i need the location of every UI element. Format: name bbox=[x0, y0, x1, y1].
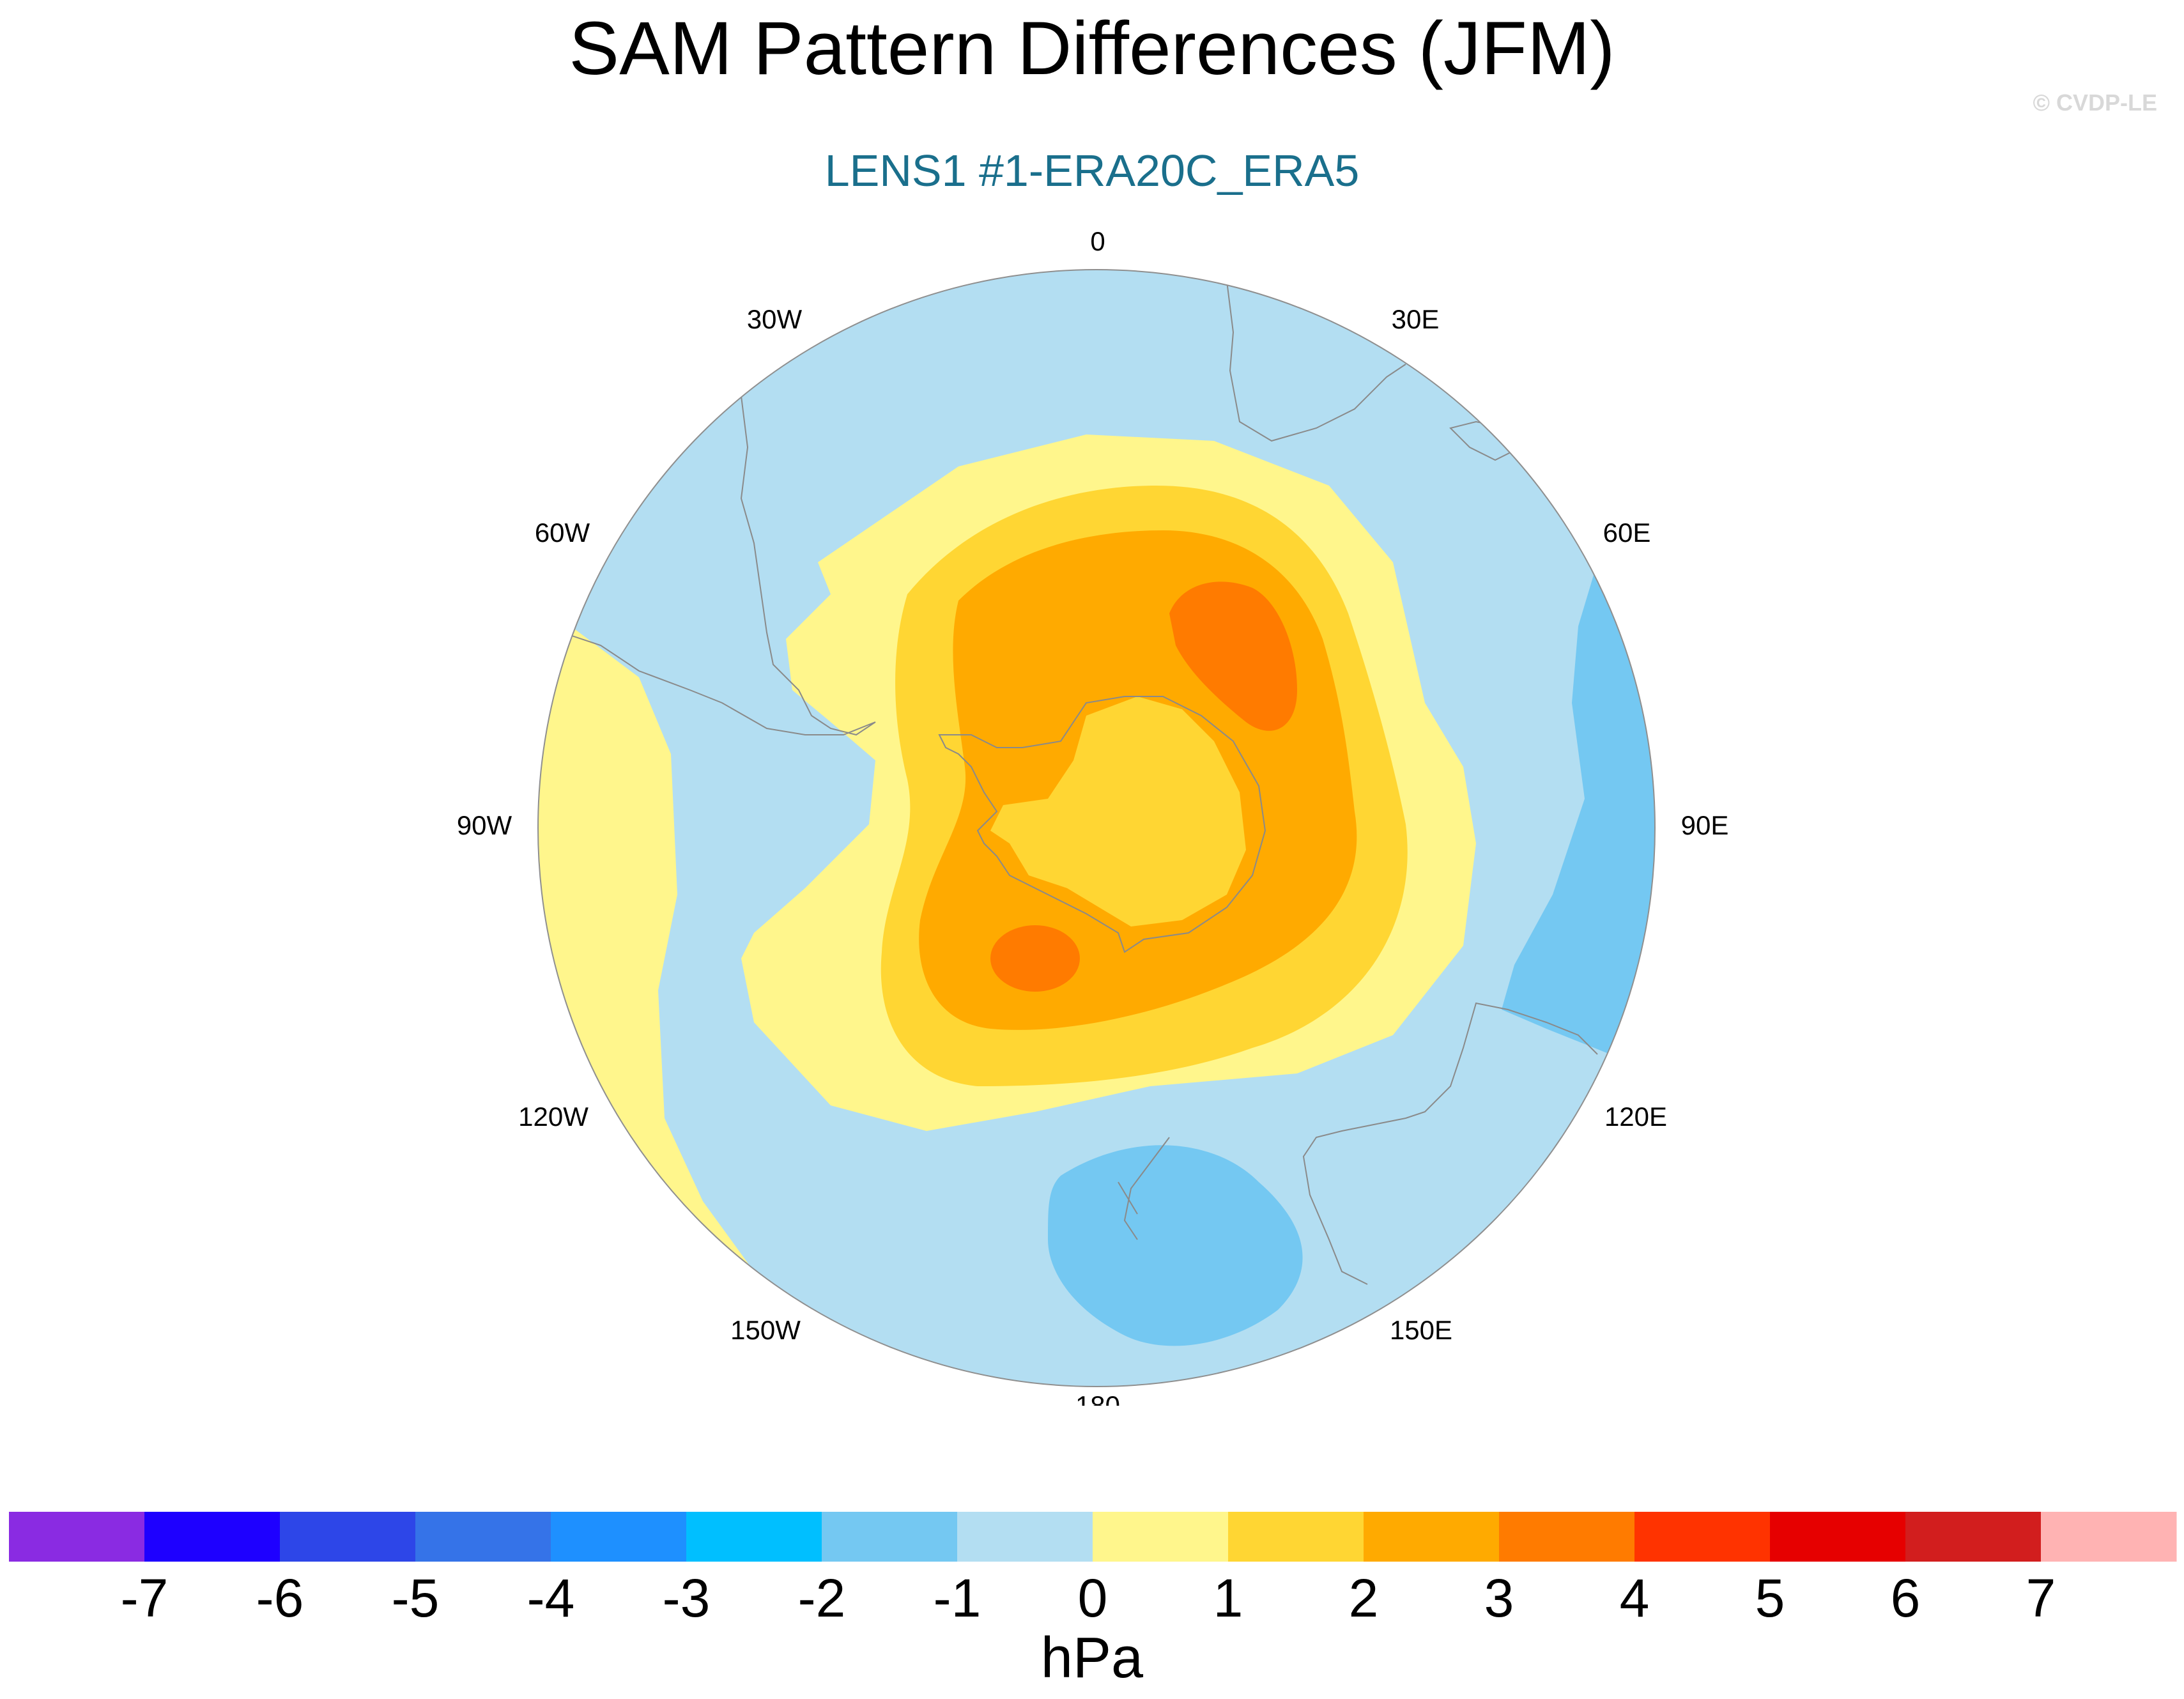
lon-label-60w: 60W bbox=[535, 518, 590, 548]
colorbar-tick-label: -4 bbox=[527, 1568, 575, 1623]
map-fields bbox=[538, 270, 1655, 1387]
lon-label-60e: 60E bbox=[1603, 518, 1651, 548]
colorbar-box bbox=[1364, 1512, 1500, 1562]
colorbar-box bbox=[415, 1512, 551, 1562]
colorbar-boxes bbox=[9, 1512, 2177, 1562]
lon-label-30e: 30E bbox=[1392, 304, 1440, 334]
field-1-2-antarctica bbox=[990, 696, 1246, 926]
coast-africa bbox=[1226, 281, 1406, 442]
colorbar-box bbox=[1634, 1512, 1771, 1562]
map-boundary bbox=[537, 269, 1656, 1387]
field-neg2-neg1-nz bbox=[1048, 1145, 1303, 1346]
colorbar-box bbox=[822, 1512, 958, 1562]
lon-label-180: 180 bbox=[1075, 1390, 1120, 1406]
field-0-1-west-band bbox=[538, 613, 754, 1284]
field-3-4-west-max bbox=[990, 925, 1080, 992]
colorbar-tick-label: 3 bbox=[1484, 1568, 1514, 1623]
lon-label-0: 0 bbox=[1090, 226, 1105, 256]
colorbar-box bbox=[2041, 1512, 2177, 1562]
coast-south-america bbox=[562, 396, 876, 736]
lon-label-120w: 120W bbox=[518, 1102, 588, 1132]
colorbar-box bbox=[1770, 1512, 1906, 1562]
colorbar-box bbox=[280, 1512, 416, 1562]
colorbar-tick-label: -1 bbox=[934, 1568, 981, 1623]
lon-label-120e: 120E bbox=[1604, 1102, 1667, 1132]
lon-label-150w: 150W bbox=[730, 1315, 801, 1345]
longitude-labels: 0 30E 60E 90E 120E 150E 180 150W 120W 90… bbox=[457, 226, 1729, 1406]
lon-label-90e: 90E bbox=[1681, 810, 1729, 840]
colorbar-tick-label: -7 bbox=[121, 1568, 169, 1623]
colorbar-box bbox=[551, 1512, 687, 1562]
colorbar-tick-label: 5 bbox=[1755, 1568, 1785, 1623]
colorbar-tick-label: -2 bbox=[798, 1568, 846, 1623]
polar-map: 0 30E 60E 90E 120E 150E 180 150W 120W 90… bbox=[457, 226, 1729, 1406]
colorbar-tick-label: 2 bbox=[1349, 1568, 1379, 1623]
panel-subtitle: LENS1 #1-ERA20C_ERA5 bbox=[824, 146, 1360, 196]
colorbar-box bbox=[144, 1512, 281, 1562]
colorbar-box bbox=[1228, 1512, 1364, 1562]
colorbar-box bbox=[957, 1512, 1093, 1562]
colorbar-tick-labels: -7 -6 -5 -4 -3 -2 -1 0 1 2 3 4 5 6 7 bbox=[121, 1568, 2056, 1623]
colorbar-box bbox=[1093, 1512, 1229, 1562]
colorbar-box bbox=[9, 1512, 145, 1562]
colorbar-tick-label: 7 bbox=[2026, 1568, 2056, 1623]
field-3-4-east-max bbox=[1169, 581, 1297, 731]
colorbar-box bbox=[1499, 1512, 1635, 1562]
colorbar-tick-label: 4 bbox=[1620, 1568, 1650, 1623]
colorbar-box bbox=[1905, 1512, 2042, 1562]
colorbar-tick-label: -3 bbox=[663, 1568, 711, 1623]
lon-label-150e: 150E bbox=[1390, 1315, 1452, 1345]
colorbar-box bbox=[686, 1512, 822, 1562]
coast-antarctica bbox=[938, 696, 1266, 953]
colorbar: -7 -6 -5 -4 -3 -2 -1 0 1 2 3 4 5 6 7 bbox=[9, 1512, 2177, 1623]
colorbar-units: hPa bbox=[1040, 1626, 1144, 1690]
colorbar-tick-label: -6 bbox=[256, 1568, 304, 1623]
colorbar-tick-label: -5 bbox=[392, 1568, 440, 1623]
figure-title: SAM Pattern Differences (JFM) bbox=[569, 6, 1615, 91]
coastlines bbox=[562, 281, 1598, 1285]
lon-label-30w: 30W bbox=[747, 304, 803, 334]
credit-watermark: © CVDP-LE bbox=[2033, 89, 2157, 116]
coast-australia bbox=[1302, 1002, 1598, 1285]
colorbar-tick-label: 6 bbox=[1891, 1568, 1921, 1623]
lon-label-90w: 90W bbox=[457, 810, 512, 840]
coast-new-zealand bbox=[1118, 1137, 1170, 1240]
colorbar-tick-label: 1 bbox=[1213, 1568, 1243, 1623]
colorbar-tick-label: 0 bbox=[1078, 1568, 1108, 1623]
